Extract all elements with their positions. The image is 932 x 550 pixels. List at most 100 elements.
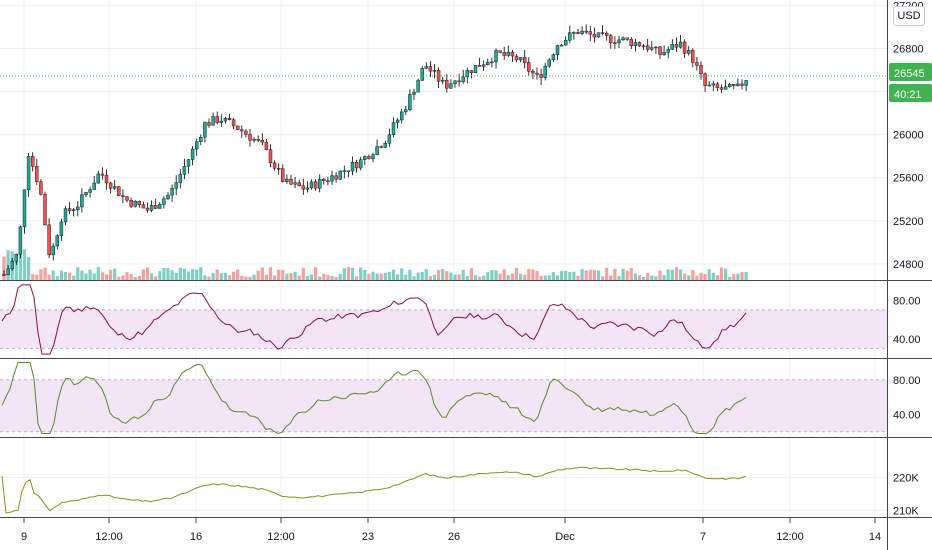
currency-button[interactable]: USD [893, 6, 925, 26]
volume-bar [141, 269, 145, 280]
oscillator-1-tick-label: 40.00 [893, 334, 921, 346]
candle [719, 84, 724, 93]
volume-bar [404, 274, 408, 280]
candle-body [227, 117, 232, 120]
candle [18, 225, 23, 259]
price-tick-label: 25600 [893, 173, 924, 185]
candle-body [92, 182, 96, 190]
candle-body [371, 154, 375, 159]
candle-body [342, 170, 346, 172]
volume-bar [691, 269, 695, 280]
volume-bar [39, 269, 43, 280]
candle [297, 179, 301, 187]
candle-body [543, 65, 547, 78]
volume-bar [666, 269, 670, 280]
candle [31, 152, 35, 172]
volume-bar [84, 273, 88, 280]
candle [334, 172, 338, 183]
candle [728, 82, 732, 88]
candle-body [145, 207, 150, 211]
volume-bar [35, 274, 39, 280]
volume-bar [584, 270, 588, 280]
candle-body [732, 84, 736, 86]
volume-bar [240, 275, 244, 280]
candle-body [223, 117, 228, 122]
candle [2, 270, 6, 276]
candle [711, 80, 715, 92]
candle [527, 57, 531, 76]
volume-bar [543, 275, 547, 280]
candle [613, 36, 617, 49]
candle [71, 208, 76, 217]
volume-bar [326, 274, 330, 280]
candle [436, 67, 441, 89]
candle [621, 36, 625, 41]
volume-bar [412, 276, 416, 280]
candle-body [2, 274, 6, 276]
candle-body [564, 39, 568, 46]
volume-bar [428, 276, 432, 280]
candle-body [559, 44, 564, 47]
volume-bar [453, 274, 457, 280]
price-tick-label: 25200 [893, 216, 924, 228]
candle [112, 180, 117, 191]
candle [625, 37, 629, 41]
volume-bar [125, 272, 129, 280]
candle [231, 117, 236, 129]
candle-body [55, 235, 59, 247]
volume-bar [457, 274, 461, 280]
volume-bar [707, 269, 711, 280]
candle-body [457, 80, 461, 83]
candle [313, 179, 318, 191]
candle-body [215, 116, 219, 123]
candle [141, 201, 146, 209]
volume-bar [596, 270, 601, 280]
volume-bar [498, 273, 502, 280]
candle-body [133, 200, 137, 207]
candle [14, 253, 19, 265]
candle [371, 152, 375, 163]
candle [252, 137, 256, 143]
volume-bar [100, 272, 104, 280]
candle-body [482, 64, 486, 67]
candle-body [613, 42, 617, 44]
volume-bar [637, 275, 642, 280]
volume-bar [145, 267, 150, 280]
candle-body [715, 83, 720, 88]
candle-body [31, 156, 35, 167]
volume-bar [363, 269, 367, 280]
volume-bar [580, 269, 584, 280]
candle-body [572, 32, 576, 34]
candle [47, 218, 51, 259]
volume-bar [514, 267, 519, 280]
candle-body [264, 141, 269, 150]
volume-bar [350, 267, 355, 280]
volume-bars [2, 249, 748, 280]
candle-body [473, 65, 478, 73]
candle [326, 176, 330, 186]
volume-bar [252, 274, 256, 280]
candle-body [301, 185, 305, 190]
candle [260, 133, 264, 146]
candle [736, 78, 740, 87]
last-price-label: 26545 [894, 68, 925, 80]
candle-body [625, 37, 629, 40]
volume-bar [219, 273, 223, 280]
candle [740, 79, 744, 90]
candle-body [203, 122, 207, 138]
candle [535, 67, 539, 80]
volume-bar [203, 275, 207, 280]
candle [149, 200, 154, 213]
candle [744, 80, 748, 92]
candle [322, 177, 326, 185]
volume-bar [260, 267, 264, 280]
volume-bar [465, 276, 469, 280]
candle-body [662, 52, 666, 55]
candle-body [678, 41, 683, 48]
volume-bar [191, 269, 195, 280]
volume-bar [96, 267, 100, 280]
candle-body [711, 83, 715, 86]
candle [359, 156, 363, 171]
volume-bar [281, 269, 285, 280]
